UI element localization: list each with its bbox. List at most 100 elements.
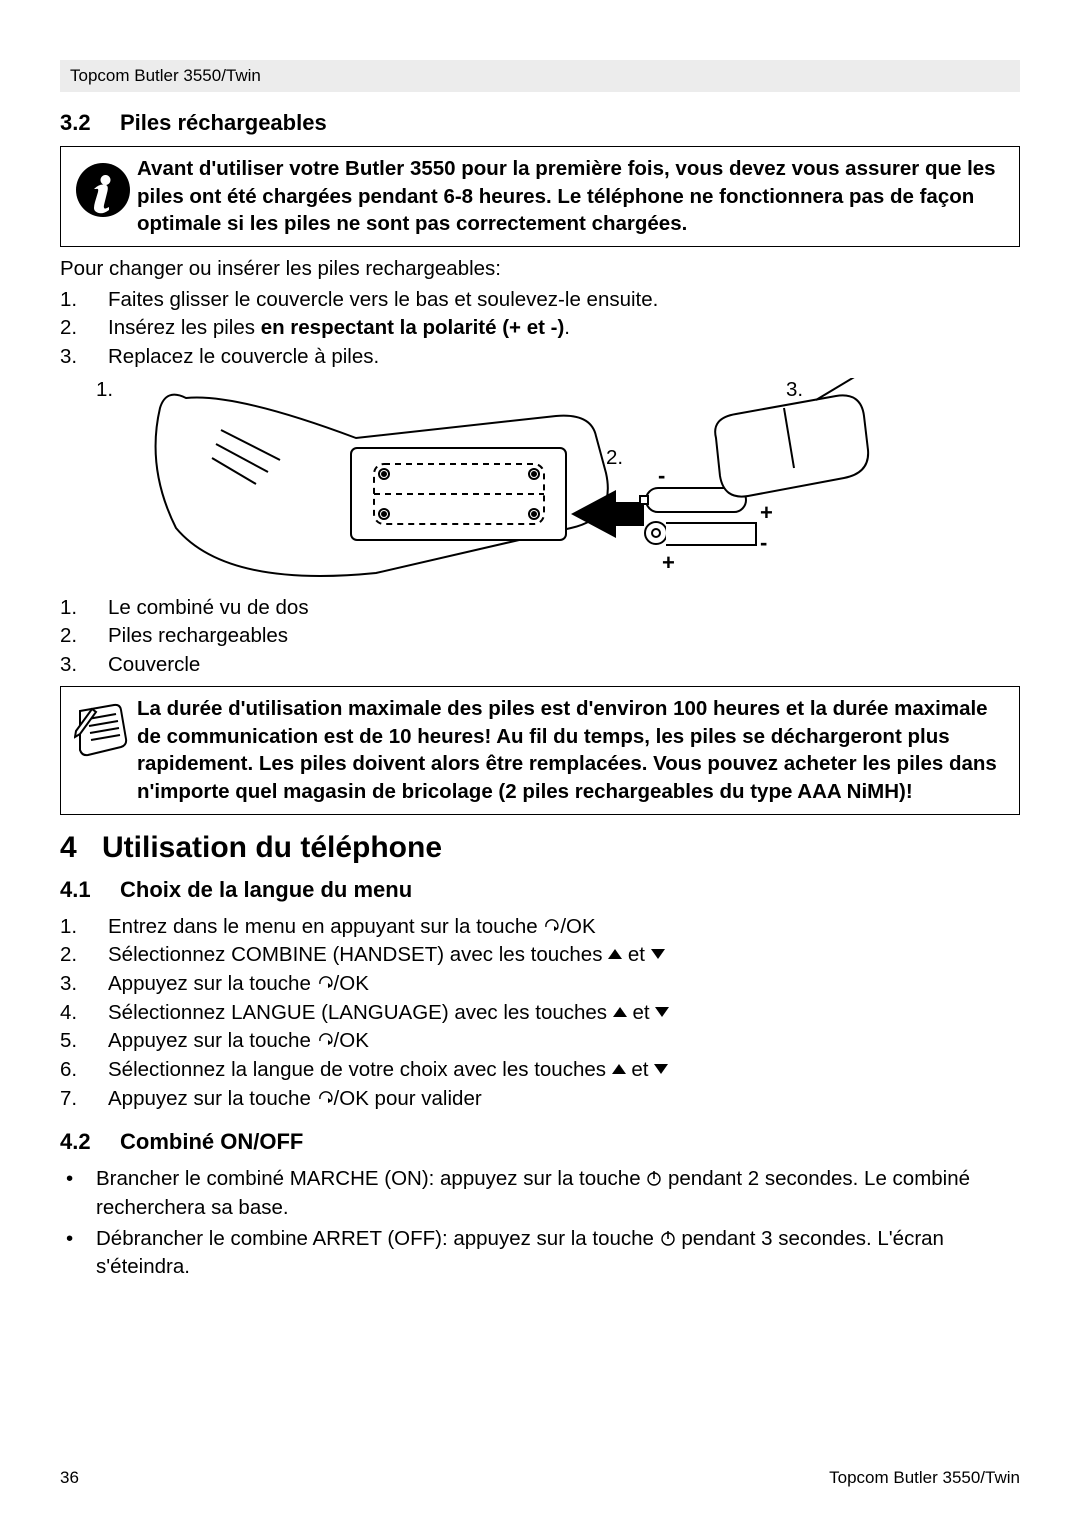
heading-4-2: 4.2Combiné ON/OFF [60,1129,1020,1155]
txt: Appuyez sur la touche [108,972,317,995]
step-text: Insérez les piles en respectant la polar… [108,314,1020,343]
heading-text: Choix de la langue du menu [120,877,412,902]
step-num: 2. [60,314,108,343]
heading-4-1: 4.1Choix de la langue du menu [60,877,1020,903]
step-post: . [564,316,570,339]
item-text: Débrancher le combine ARRET (OFF): appuy… [96,1225,1020,1282]
legend-num: 3. [60,651,108,680]
info-icon [69,155,137,219]
step-text: Sélectionnez COMBINE (HANDSET) avec les … [108,941,1020,970]
power-icon [660,1230,676,1247]
redo-icon [317,975,334,992]
lang-step-5: 5.Appuyez sur la touche /OK [60,1027,1020,1056]
legend-2: 2.Piles rechargeables [60,622,1020,651]
page-header: Topcom Butler 3550/Twin [60,60,1020,92]
onoff-list: • Brancher le combiné MARCHE (ON): appuy… [60,1165,1020,1282]
step-text: Sélectionnez la langue de votre choix av… [108,1056,1020,1085]
bullet: • [60,1225,96,1282]
up-icon [612,1064,626,1075]
redo-icon [317,1090,334,1107]
step-num: 2. [60,941,108,970]
onoff-off: • Débrancher le combine ARRET (OFF): app… [60,1225,1020,1282]
step-pre: Insérez les piles [108,316,261,339]
lang-step-4: 4.Sélectionnez LANGUE (LANGUAGE) avec le… [60,999,1020,1028]
legend-list: 1.Le combiné vu de dos 2.Piles rechargea… [60,594,1020,680]
header-title: Topcom Butler 3550/Twin [70,66,261,85]
txt: /OK pour valider [334,1087,482,1110]
legend-text: Couvercle [108,651,1020,680]
heading-4: 4Utilisation du téléphone [60,831,1020,865]
txt: /OK [334,1029,369,1052]
txt: Entrez dans le menu en appuyant sur la t… [108,915,543,938]
down-icon [655,1007,669,1018]
step-2: 2. Insérez les piles en respectant la po… [60,314,1020,343]
heading-num: 4.1 [60,877,120,903]
svg-text:-: - [760,530,767,555]
lang-step-3: 3.Appuyez sur la touche /OK [60,970,1020,999]
step-3: 3. Replacez le couvercle à piles. [60,343,1020,372]
steps-list: 1. Faites glisser le couvercle vers le b… [60,286,1020,372]
note-text: La durée d'utilisation maximale des pile… [137,695,1005,806]
redo-icon [317,1032,334,1049]
footer-title: Topcom Butler 3550/Twin [829,1468,1020,1488]
page-footer: 36 Topcom Butler 3550/Twin [60,1468,1020,1488]
intro-para: Pour changer ou insérer les piles rechar… [60,255,1020,284]
down-icon [651,949,665,960]
diagram-label-1: 1. [96,378,113,402]
step-num: 6. [60,1056,108,1085]
legend-text: Le combiné vu de dos [108,594,1020,623]
step-num: 1. [60,913,108,942]
legend-1: 1.Le combiné vu de dos [60,594,1020,623]
txt: /OK [334,972,369,995]
txt: Sélectionnez COMBINE (HANDSET) avec les … [108,943,608,966]
battery-diagram: 1. 2. 3. - + [96,378,1020,588]
txt: Sélectionnez LANGUE (LANGUAGE) avec les … [108,1001,613,1024]
power-icon [646,1170,662,1187]
heading-text: Combiné ON/OFF [120,1129,303,1154]
legend-num: 2. [60,622,108,651]
heading-num: 3.2 [60,110,120,136]
txt: /OK [560,915,595,938]
step-num: 3. [60,970,108,999]
step-text: Appuyez sur la touche /OK [108,1027,1020,1056]
lang-steps: 1.Entrez dans le menu en appuyant sur la… [60,913,1020,1114]
heading-num: 4 [60,831,102,865]
step-text: Appuyez sur la touche /OK pour valider [108,1085,1020,1114]
svg-text:-: - [658,463,665,488]
legend-num: 1. [60,594,108,623]
legend-3: 3.Couvercle [60,651,1020,680]
lang-step-2: 2.Sélectionnez COMBINE (HANDSET) avec le… [60,941,1020,970]
txt: Sélectionnez la langue de votre choix av… [108,1058,612,1081]
down-icon [654,1064,668,1075]
txt: et [626,1058,655,1081]
step-num: 3. [60,343,108,372]
step-num: 1. [60,286,108,315]
svg-text:+: + [662,550,675,575]
step-text: Replacez le couvercle à piles. [108,343,1020,372]
step-num: 5. [60,1027,108,1056]
svg-text:+: + [760,500,773,525]
step-1: 1. Faites glisser le couvercle vers le b… [60,286,1020,315]
info-text: Avant d'utiliser votre Butler 3550 pour … [137,155,1005,238]
redo-icon [543,918,560,935]
heading-text: Piles réchargeables [120,110,327,135]
note-box-battery: La durée d'utilisation maximale des pile… [60,686,1020,815]
txt: et [622,943,651,966]
up-icon [608,949,622,960]
txt: Débrancher le combine ARRET (OFF): appuy… [96,1227,660,1250]
page-number: 36 [60,1468,79,1488]
txt: Appuyez sur la touche [108,1087,317,1110]
lang-step-7: 7.Appuyez sur la touche /OK pour valider [60,1085,1020,1114]
legend-text: Piles rechargeables [108,622,1020,651]
txt: Brancher le combiné MARCHE (ON): appuyez… [96,1167,646,1190]
step-text: Entrez dans le menu en appuyant sur la t… [108,913,1020,942]
lang-step-1: 1.Entrez dans le menu en appuyant sur la… [60,913,1020,942]
step-text: Appuyez sur la touche /OK [108,970,1020,999]
step-bold: en respectant la polarité (+ et -) [261,316,565,339]
heading-num: 4.2 [60,1129,120,1155]
step-text: Faites glisser le couvercle vers le bas … [108,286,1020,315]
step-text: Sélectionnez LANGUE (LANGUAGE) avec les … [108,999,1020,1028]
bullet: • [60,1165,96,1222]
txt: et [627,1001,656,1024]
heading-3-2: 3.2Piles réchargeables [60,110,1020,136]
